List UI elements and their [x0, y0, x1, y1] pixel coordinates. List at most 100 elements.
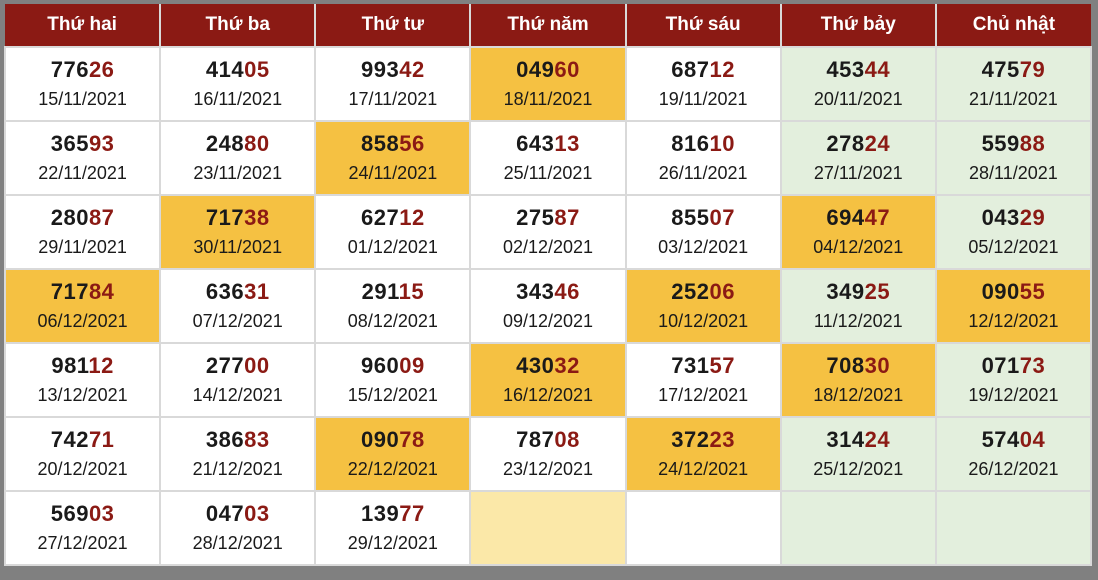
result-date: 18/12/2021: [813, 385, 904, 405]
number-prefix: 643: [516, 131, 555, 156]
result-number: 96009: [316, 351, 469, 381]
result-number: 56903: [6, 499, 159, 529]
result-number: 70830: [782, 351, 935, 381]
number-last-two-digits: 79: [1019, 57, 1046, 82]
number-prefix: 687: [671, 57, 710, 82]
result-date: 16/11/2021: [193, 89, 283, 109]
result-number: 09055: [937, 277, 1090, 307]
result-cell: 28087 29/11/2021: [3, 194, 162, 270]
result-number: 25206: [627, 277, 780, 307]
number-prefix: 717: [50, 279, 89, 304]
result-date: 07/12/2021: [192, 311, 283, 331]
number-last-two-digits: 56: [399, 131, 425, 156]
result-date: 04/12/2021: [813, 237, 904, 257]
result-number: 47579: [937, 55, 1090, 85]
number-last-two-digits: 12: [399, 205, 425, 230]
number-prefix: 430: [516, 353, 555, 378]
result-cell: 04703 28/12/2021: [159, 490, 317, 566]
lottery-calendar-table: Thứ hai Thứ ba Thứ tư Thứ năm Thứ sáu Th…: [3, 4, 1093, 566]
number-prefix: 275: [516, 205, 555, 230]
number-prefix: 816: [671, 131, 710, 156]
number-last-two-digits: 87: [88, 205, 115, 230]
result-date: 30/11/2021: [193, 237, 283, 257]
number-prefix: 414: [205, 57, 245, 82]
result-cell: [779, 490, 937, 566]
result-cell: 09055 12/12/2021: [934, 268, 1093, 344]
result-cell: 41405 16/11/2021: [159, 46, 317, 122]
number-prefix: 343: [516, 279, 555, 304]
number-prefix: 277: [205, 353, 245, 378]
result-date: 15/12/2021: [347, 385, 438, 405]
result-cell: [934, 490, 1093, 566]
result-cell: [624, 490, 782, 566]
result-date: 14/12/2021: [192, 385, 283, 405]
header-thursday: Thứ năm: [470, 4, 627, 47]
result-cell: 71784 06/12/2021: [3, 268, 162, 344]
result-number: 55988: [937, 129, 1090, 159]
result-cell: 29115 08/12/2021: [314, 268, 472, 344]
number-last-two-digits: 78: [399, 427, 425, 452]
result-number: 27824: [782, 129, 935, 159]
result-cell: 68712 19/11/2021: [624, 46, 782, 122]
result-number: 04703: [161, 499, 314, 529]
result-cell: 34346 09/12/2021: [469, 268, 627, 344]
result-number: 71738: [161, 203, 314, 233]
result-number: 98112: [6, 351, 159, 381]
number-last-two-digits: 15: [398, 279, 425, 304]
number-prefix: 475: [981, 57, 1020, 82]
result-cell: 64313 25/11/2021: [469, 120, 627, 196]
result-number: 99342: [316, 55, 469, 85]
number-last-two-digits: 47: [864, 205, 891, 230]
number-prefix: 071: [981, 353, 1020, 378]
result-cell: 31424 25/12/2021: [779, 416, 937, 492]
result-number: 38683: [161, 425, 314, 455]
result-cell: [469, 490, 627, 566]
result-number: 27700: [161, 351, 314, 381]
result-number: 27587: [471, 203, 624, 233]
number-prefix: 049: [516, 57, 555, 82]
result-number: 85507: [627, 203, 780, 233]
number-prefix: 139: [361, 501, 400, 526]
number-last-two-digits: 38: [244, 205, 270, 230]
number-prefix: 855: [671, 205, 710, 230]
result-cell: 62712 01/12/2021: [314, 194, 472, 270]
result-number: 13977: [316, 499, 469, 529]
result-cell: 73157 17/12/2021: [624, 342, 782, 418]
result-date: 20/11/2021: [813, 89, 903, 109]
result-cell: 04329 05/12/2021: [934, 194, 1093, 270]
result-date: 10/12/2021: [658, 311, 749, 331]
number-last-two-digits: 09: [399, 353, 425, 378]
number-last-two-digits: 10: [709, 131, 735, 156]
result-number: 63631: [161, 277, 314, 307]
result-date: 17/12/2021: [658, 385, 749, 405]
result-date: 19/11/2021: [658, 89, 748, 109]
result-number: 73157: [627, 351, 780, 381]
result-cell: 74271 20/12/2021: [3, 416, 162, 492]
number-last-two-digits: 42: [399, 57, 425, 82]
number-last-two-digits: 32: [554, 353, 580, 378]
number-last-two-digits: 71: [88, 427, 115, 452]
result-date: 13/12/2021: [37, 385, 128, 405]
number-prefix: 386: [205, 427, 245, 452]
result-date: 28/11/2021: [969, 163, 1058, 183]
number-prefix: 742: [50, 427, 89, 452]
result-date: 01/12/2021: [347, 237, 438, 257]
number-prefix: 043: [981, 205, 1020, 230]
number-prefix: 708: [826, 353, 865, 378]
number-last-two-digits: 03: [88, 501, 115, 526]
result-date: 12/12/2021: [968, 311, 1059, 331]
result-date: 05/12/2021: [968, 237, 1059, 257]
result-cell: 81610 26/11/2021: [624, 120, 782, 196]
result-date: 19/12/2021: [968, 385, 1059, 405]
result-cell: 24880 23/11/2021: [159, 120, 317, 196]
result-number: 77626: [6, 55, 159, 85]
result-cell: 13977 29/12/2021: [314, 490, 472, 566]
result-date: 02/12/2021: [502, 237, 594, 257]
number-prefix: 559: [981, 131, 1020, 156]
number-prefix: 372: [671, 427, 710, 452]
number-prefix: 365: [50, 131, 89, 156]
number-last-two-digits: 60: [554, 57, 580, 82]
number-last-two-digits: 83: [244, 427, 270, 452]
result-date: 24/11/2021: [348, 163, 438, 183]
